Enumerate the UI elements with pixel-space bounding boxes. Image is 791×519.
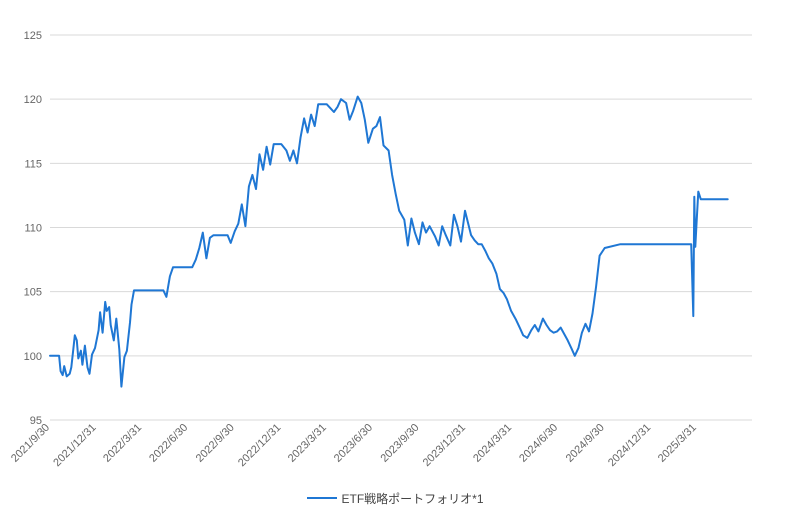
x-tick-label: 2024/3/31 xyxy=(471,422,514,465)
x-tick-label: 2023/3/31 xyxy=(286,422,329,465)
x-tick-label: 2021/9/30 xyxy=(9,422,52,465)
x-tick-label: 2024/12/31 xyxy=(606,422,653,469)
x-tick-label: 2023/6/30 xyxy=(332,422,375,465)
y-tick-label: 95 xyxy=(30,415,42,427)
x-tick-label: 2022/12/31 xyxy=(236,422,283,469)
gridlines xyxy=(50,34,752,421)
y-tick-label: 115 xyxy=(24,158,42,170)
x-tick-label: 2022/3/31 xyxy=(101,422,144,465)
x-tick-label: 2024/6/30 xyxy=(517,422,560,465)
x-tick-label: 2024/9/30 xyxy=(564,422,607,465)
y-tick-label: 100 xyxy=(24,351,42,363)
x-tick-label: 2023/12/31 xyxy=(421,422,468,469)
y-axis-tick-labels: 95 100 105 110 115 120 125 xyxy=(24,30,42,427)
x-tick-label: 2021/12/31 xyxy=(51,422,98,469)
series-lines xyxy=(49,95,729,388)
x-tick-label: 2025/3/31 xyxy=(656,422,699,465)
x-tick-label: 2023/9/30 xyxy=(378,422,421,465)
legend: ETF戦略ポートフォリオ*1 xyxy=(0,488,791,507)
x-tick-label: 2022/9/30 xyxy=(194,422,237,465)
y-tick-label: 120 xyxy=(24,94,42,106)
y-tick-label: 110 xyxy=(24,223,42,235)
x-tick-label: 2022/6/30 xyxy=(147,422,190,465)
legend-item[interactable]: ETF戦略ポートフォリオ*1 xyxy=(307,490,484,507)
series-line xyxy=(49,95,729,388)
legend-swatch xyxy=(307,497,338,499)
y-tick-label: 125 xyxy=(24,30,42,42)
legend-label: ETF戦略ポートフォリオ*1 xyxy=(341,491,484,506)
y-tick-label: 105 xyxy=(24,287,42,299)
x-axis-tick-labels: 2021/9/30 2021/12/31 2022/3/31 2022/6/30 202… xyxy=(9,422,699,469)
